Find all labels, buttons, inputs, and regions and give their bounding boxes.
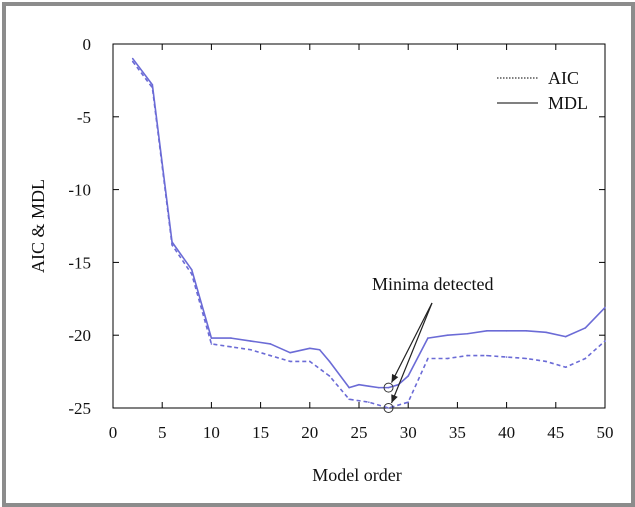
data-point-mdl bbox=[387, 386, 390, 389]
data-point-mdl bbox=[309, 347, 311, 350]
data-point-mdl bbox=[230, 337, 232, 339]
data-point-mdl bbox=[269, 343, 272, 345]
data-point-aic bbox=[505, 356, 508, 358]
x-tick-label: 45 bbox=[547, 423, 564, 442]
data-point-mdl bbox=[564, 335, 567, 338]
data-point-aic bbox=[427, 357, 429, 360]
data-point-aic bbox=[328, 375, 331, 377]
data-point-mdl bbox=[171, 241, 173, 243]
data-point-mdl bbox=[190, 268, 193, 271]
legend-label-aic: AIC bbox=[548, 68, 579, 88]
data-point-mdl bbox=[545, 331, 547, 334]
annotation-minima-detected: Minima detected bbox=[372, 274, 493, 294]
series-line-aic bbox=[132, 60, 606, 409]
x-tick-label: 15 bbox=[252, 423, 269, 442]
data-point-aic bbox=[446, 357, 449, 360]
y-tick-label: -15 bbox=[68, 253, 91, 272]
data-point-aic bbox=[387, 407, 390, 409]
data-point-aic bbox=[249, 348, 252, 351]
y-tick-label: -20 bbox=[68, 326, 91, 345]
x-tick-label: 30 bbox=[400, 423, 417, 442]
series-layer bbox=[131, 57, 606, 409]
data-point-aic bbox=[525, 357, 528, 360]
minimum-marker-aic bbox=[383, 403, 394, 413]
y-tick-label: 0 bbox=[83, 35, 92, 54]
y-tick-label: -5 bbox=[77, 108, 91, 127]
annotation-arrow bbox=[390, 302, 433, 383]
x-tick-label: 50 bbox=[597, 423, 614, 442]
data-point-aic bbox=[289, 360, 291, 363]
data-point-aic bbox=[348, 398, 350, 401]
data-point-mdl bbox=[407, 375, 410, 377]
data-point-aic bbox=[466, 354, 469, 357]
data-point-mdl bbox=[446, 334, 449, 337]
y-tick-label: -10 bbox=[68, 181, 91, 200]
data-point-aic bbox=[545, 360, 547, 363]
data-point-mdl bbox=[486, 330, 488, 332]
data-point-mdl bbox=[358, 383, 360, 386]
y-axis-label: AIC & MDL bbox=[28, 179, 48, 273]
series-line-mdl bbox=[132, 58, 606, 389]
data-point-mdl bbox=[505, 330, 508, 332]
x-tick-label: 5 bbox=[158, 423, 167, 442]
x-tick-label: 35 bbox=[449, 423, 466, 442]
data-point-mdl bbox=[328, 360, 331, 363]
x-tick-label: 20 bbox=[301, 423, 318, 442]
plot-area bbox=[112, 43, 606, 409]
minimum-marker-mdl bbox=[383, 382, 394, 393]
data-point-mdl bbox=[151, 83, 154, 86]
data-point-aic bbox=[604, 340, 606, 342]
data-point-aic bbox=[407, 401, 410, 403]
annotation-arrowhead bbox=[391, 394, 398, 403]
data-point-mdl bbox=[210, 337, 213, 339]
data-point-aic bbox=[171, 244, 173, 246]
data-point-aic bbox=[368, 401, 370, 403]
data-point-mdl bbox=[318, 348, 321, 351]
data-point-aic bbox=[131, 60, 134, 63]
data-point-aic bbox=[269, 354, 272, 357]
x-tick-label: 10 bbox=[203, 423, 220, 442]
data-point-aic bbox=[584, 357, 587, 360]
x-axis-label: Model order bbox=[312, 465, 401, 485]
data-point-mdl bbox=[427, 337, 429, 339]
annotation-arrowhead bbox=[391, 373, 399, 383]
x-tick-label: 25 bbox=[351, 423, 368, 442]
data-point-mdl bbox=[348, 386, 350, 389]
x-tick-label: 0 bbox=[109, 423, 118, 442]
x-tick-label: 40 bbox=[498, 423, 515, 442]
legend: AIC MDL bbox=[497, 68, 588, 113]
annotation-layer: Minima detected bbox=[372, 274, 493, 413]
data-point-mdl bbox=[466, 332, 469, 335]
data-point-mdl bbox=[377, 386, 380, 389]
data-point-aic bbox=[230, 346, 232, 348]
data-point-mdl bbox=[584, 327, 587, 329]
data-point-aic bbox=[486, 354, 488, 357]
data-point-aic bbox=[564, 366, 567, 369]
data-point-aic bbox=[309, 360, 311, 363]
axes-layer: 0 5 10 15 20 25 30 35 40 45 50 0 -5 -10 -15 -20 -25 bbox=[68, 35, 613, 442]
data-point-mdl bbox=[604, 306, 606, 309]
data-point-mdl bbox=[525, 330, 528, 332]
data-point-mdl bbox=[289, 351, 291, 354]
y-tick-label: -25 bbox=[68, 399, 91, 418]
data-point-mdl bbox=[368, 385, 370, 387]
annotation-arrow bbox=[390, 302, 433, 404]
data-point-aic bbox=[210, 343, 213, 345]
legend-label-mdl: MDL bbox=[548, 93, 588, 113]
data-point-mdl bbox=[249, 340, 252, 342]
data-point-mdl bbox=[131, 57, 134, 60]
